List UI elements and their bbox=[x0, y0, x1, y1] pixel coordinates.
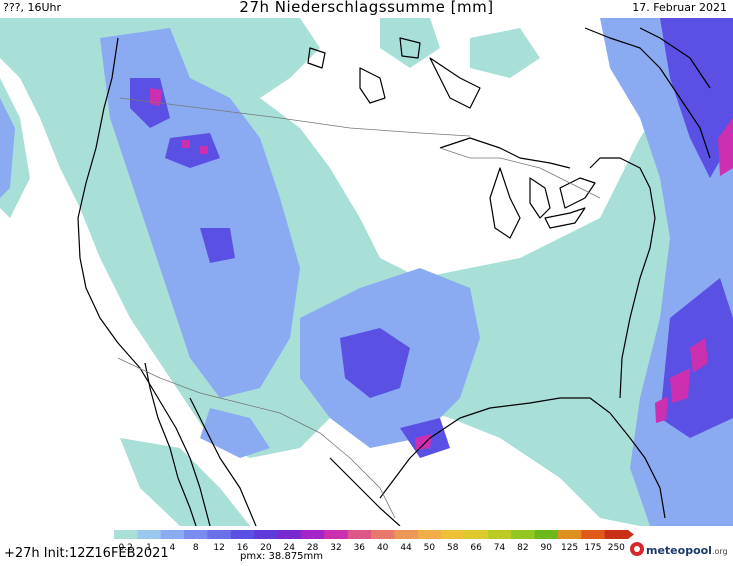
meteopool-logo-icon bbox=[630, 542, 644, 556]
legend-label: 250 bbox=[608, 543, 625, 553]
pmx-label: pmx: 38.875mm bbox=[240, 551, 324, 562]
legend-swatch bbox=[417, 530, 442, 539]
legend-swatch bbox=[137, 530, 162, 539]
legend-swatch bbox=[277, 530, 302, 539]
legend-swatch bbox=[207, 530, 232, 539]
legend-swatch bbox=[300, 530, 325, 539]
legend-swatch bbox=[184, 530, 208, 539]
legend-label: 90 bbox=[541, 543, 553, 553]
legend-swatch bbox=[230, 530, 255, 539]
legend-swatch bbox=[487, 530, 512, 539]
legend-label: 4 bbox=[170, 543, 176, 553]
meteopool-logo[interactable]: meteopool.org bbox=[630, 541, 733, 563]
valid-date-label: 17. Februar 2021 bbox=[632, 1, 727, 14]
map-title: 27h Niederschlagssumme [mm] bbox=[239, 0, 494, 16]
legend-swatch bbox=[534, 530, 559, 539]
run-info-label: +27h Init:12Z16FEB2021 bbox=[4, 546, 169, 561]
legend-swatch bbox=[441, 530, 465, 539]
coastlines bbox=[77, 27, 711, 526]
precip-intense-layer bbox=[150, 88, 733, 450]
legend-swatch bbox=[557, 530, 582, 539]
legend-label: 74 bbox=[494, 543, 506, 553]
precipitation-legend: 0.2 1 4 8 12 16 20 24 28 32 36 40 44 50 58 66 74 82 90 125 1… bbox=[114, 530, 634, 553]
legend-swatch bbox=[160, 530, 185, 539]
logo-suffix: .org bbox=[711, 547, 728, 556]
legend-label: 32 bbox=[330, 543, 341, 553]
legend-label: 28 bbox=[307, 543, 319, 553]
legend-swatch bbox=[324, 530, 349, 539]
precipitation-map bbox=[0, 18, 733, 526]
legend-labels: 0.2 1 4 8 12 16 20 24 28 32 36 40 44 50 58 66 74 82 90 125 1… bbox=[119, 543, 626, 553]
logo-name: meteopool bbox=[646, 544, 712, 557]
legend-label: 12 bbox=[213, 543, 224, 553]
legend-swatch bbox=[464, 530, 489, 539]
legend-label: 82 bbox=[517, 543, 528, 553]
legend-swatch bbox=[581, 530, 606, 539]
legend-label: 125 bbox=[561, 543, 578, 553]
legend-swatch bbox=[254, 530, 279, 539]
legend-label: 40 bbox=[377, 543, 389, 553]
legend-label: 58 bbox=[447, 543, 459, 553]
legend-swatches bbox=[114, 530, 634, 539]
legend-swatch bbox=[394, 530, 419, 539]
legend-label: 66 bbox=[470, 543, 482, 553]
legend-label: 44 bbox=[400, 543, 412, 553]
political-borders bbox=[117, 97, 601, 519]
legend-swatch bbox=[604, 530, 629, 539]
legend-swatch bbox=[371, 530, 395, 539]
legend-label: 50 bbox=[424, 543, 436, 553]
legend-label: 20 bbox=[260, 543, 272, 553]
legend-label: 36 bbox=[354, 543, 366, 553]
legend-label: 1 bbox=[146, 543, 152, 553]
legend-swatch bbox=[511, 530, 536, 539]
valid-time-label: ???, 16Uhr bbox=[3, 1, 62, 14]
legend-label: 0.2 bbox=[119, 543, 133, 553]
legend-label: 175 bbox=[584, 543, 601, 553]
legend-arrow-icon bbox=[628, 530, 634, 539]
legend-swatch bbox=[114, 530, 138, 539]
legend-swatch bbox=[347, 530, 372, 539]
legend-label: 24 bbox=[284, 543, 296, 553]
legend-label: 16 bbox=[237, 543, 249, 553]
legend-label: 8 bbox=[193, 543, 199, 553]
